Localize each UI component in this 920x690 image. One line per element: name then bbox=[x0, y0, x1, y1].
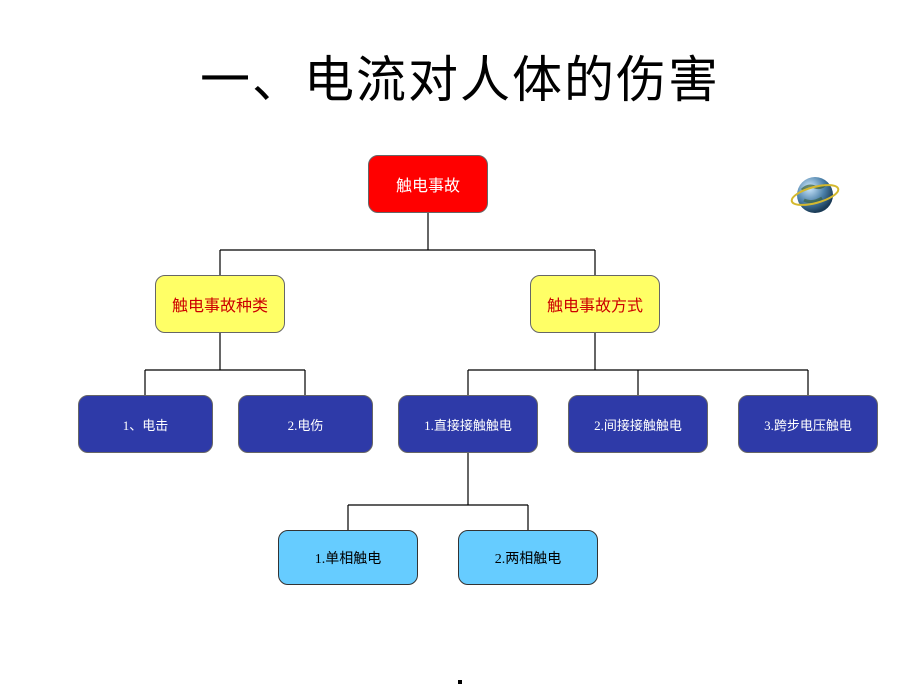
node-l2-label: 2.电伤 bbox=[288, 415, 324, 434]
node-c2-label: 2.两相触电 bbox=[495, 548, 562, 568]
page-dot-indicator bbox=[458, 680, 462, 684]
node-r3: 3.跨步电压触电 bbox=[738, 395, 878, 453]
page-title: 一、电流对人体的伤害 bbox=[0, 40, 920, 112]
node-l2: 2.电伤 bbox=[238, 395, 373, 453]
node-right-label: 触电事故方式 bbox=[547, 292, 643, 316]
node-right: 触电事故方式 bbox=[530, 275, 660, 333]
node-r3-label: 3.跨步电压触电 bbox=[764, 415, 852, 434]
node-c1: 1.单相触电 bbox=[278, 530, 418, 585]
node-left: 触电事故种类 bbox=[155, 275, 285, 333]
node-c1-label: 1.单相触电 bbox=[315, 548, 382, 568]
node-c2: 2.两相触电 bbox=[458, 530, 598, 585]
node-r2-label: 2.间接接触触电 bbox=[594, 415, 682, 434]
globe-icon bbox=[790, 170, 840, 220]
node-root-label: 触电事故 bbox=[396, 172, 460, 196]
node-l1: 1、电击 bbox=[78, 395, 213, 453]
node-r1-label: 1.直接接触触电 bbox=[424, 415, 512, 434]
node-r2: 2.间接接触触电 bbox=[568, 395, 708, 453]
node-r1: 1.直接接触触电 bbox=[398, 395, 538, 453]
node-root: 触电事故 bbox=[368, 155, 488, 213]
node-l1-label: 1、电击 bbox=[123, 415, 169, 434]
node-left-label: 触电事故种类 bbox=[172, 292, 268, 316]
